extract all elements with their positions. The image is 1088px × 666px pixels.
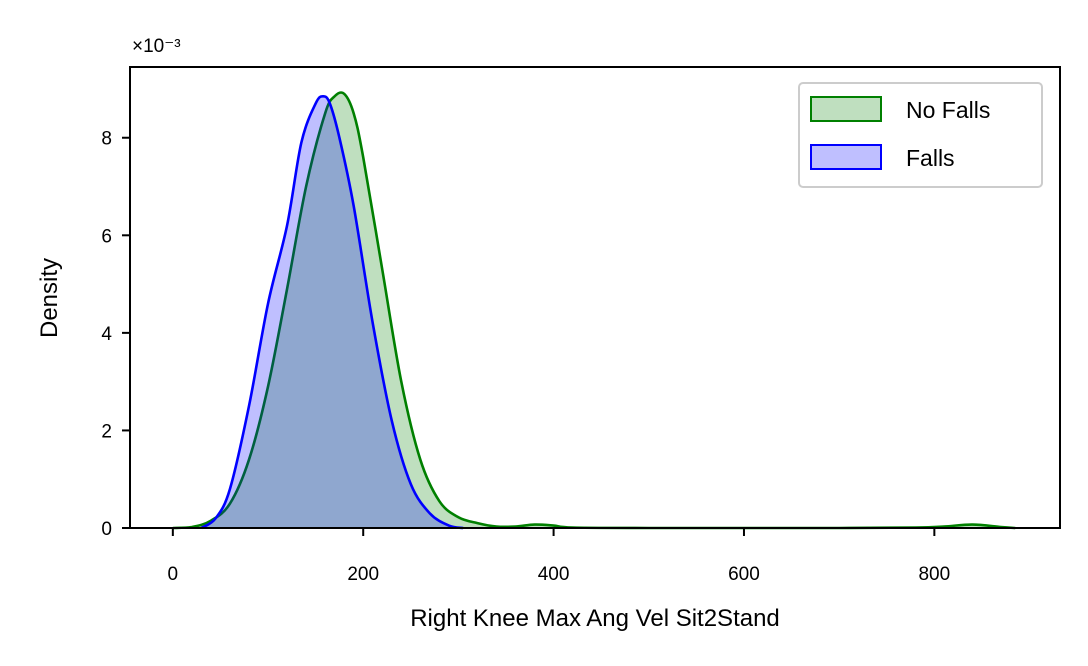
y-offset-label: ×10⁻³: [132, 36, 181, 57]
x-tick-label: 600: [728, 564, 760, 585]
legend: No Falls Falls: [798, 82, 1043, 188]
y-axis: 0 2 4 6 8: [101, 129, 130, 540]
x-tick-label: 400: [538, 564, 570, 585]
legend-swatch-no-falls: [810, 96, 882, 122]
y-tick-label: 8: [101, 129, 112, 150]
legend-frame: [798, 82, 1043, 188]
density-area-no-falls: [172, 92, 1016, 528]
legend-label-no-falls: No Falls: [906, 97, 990, 123]
density-line-falls: [200, 94, 464, 530]
x-tick-label: 800: [918, 564, 950, 585]
y-axis-label: Density: [36, 258, 63, 338]
y-tick-label: 0: [101, 519, 112, 540]
x-axis: 0 200 400 600 800: [168, 528, 950, 585]
x-axis-label: Right Knee Max Ang Vel Sit2Stand: [410, 605, 780, 632]
y-tick-label: 4: [101, 324, 112, 345]
y-tick-label: 6: [101, 226, 112, 247]
x-tick-label: 200: [347, 564, 379, 585]
plot-frame: [129, 66, 1061, 529]
density-area-falls: [201, 96, 464, 528]
y-tick-label: 2: [101, 421, 112, 442]
x-tick-label: 0: [168, 564, 179, 585]
legend-swatch-falls: [810, 144, 882, 170]
legend-label-falls: Falls: [906, 145, 955, 171]
